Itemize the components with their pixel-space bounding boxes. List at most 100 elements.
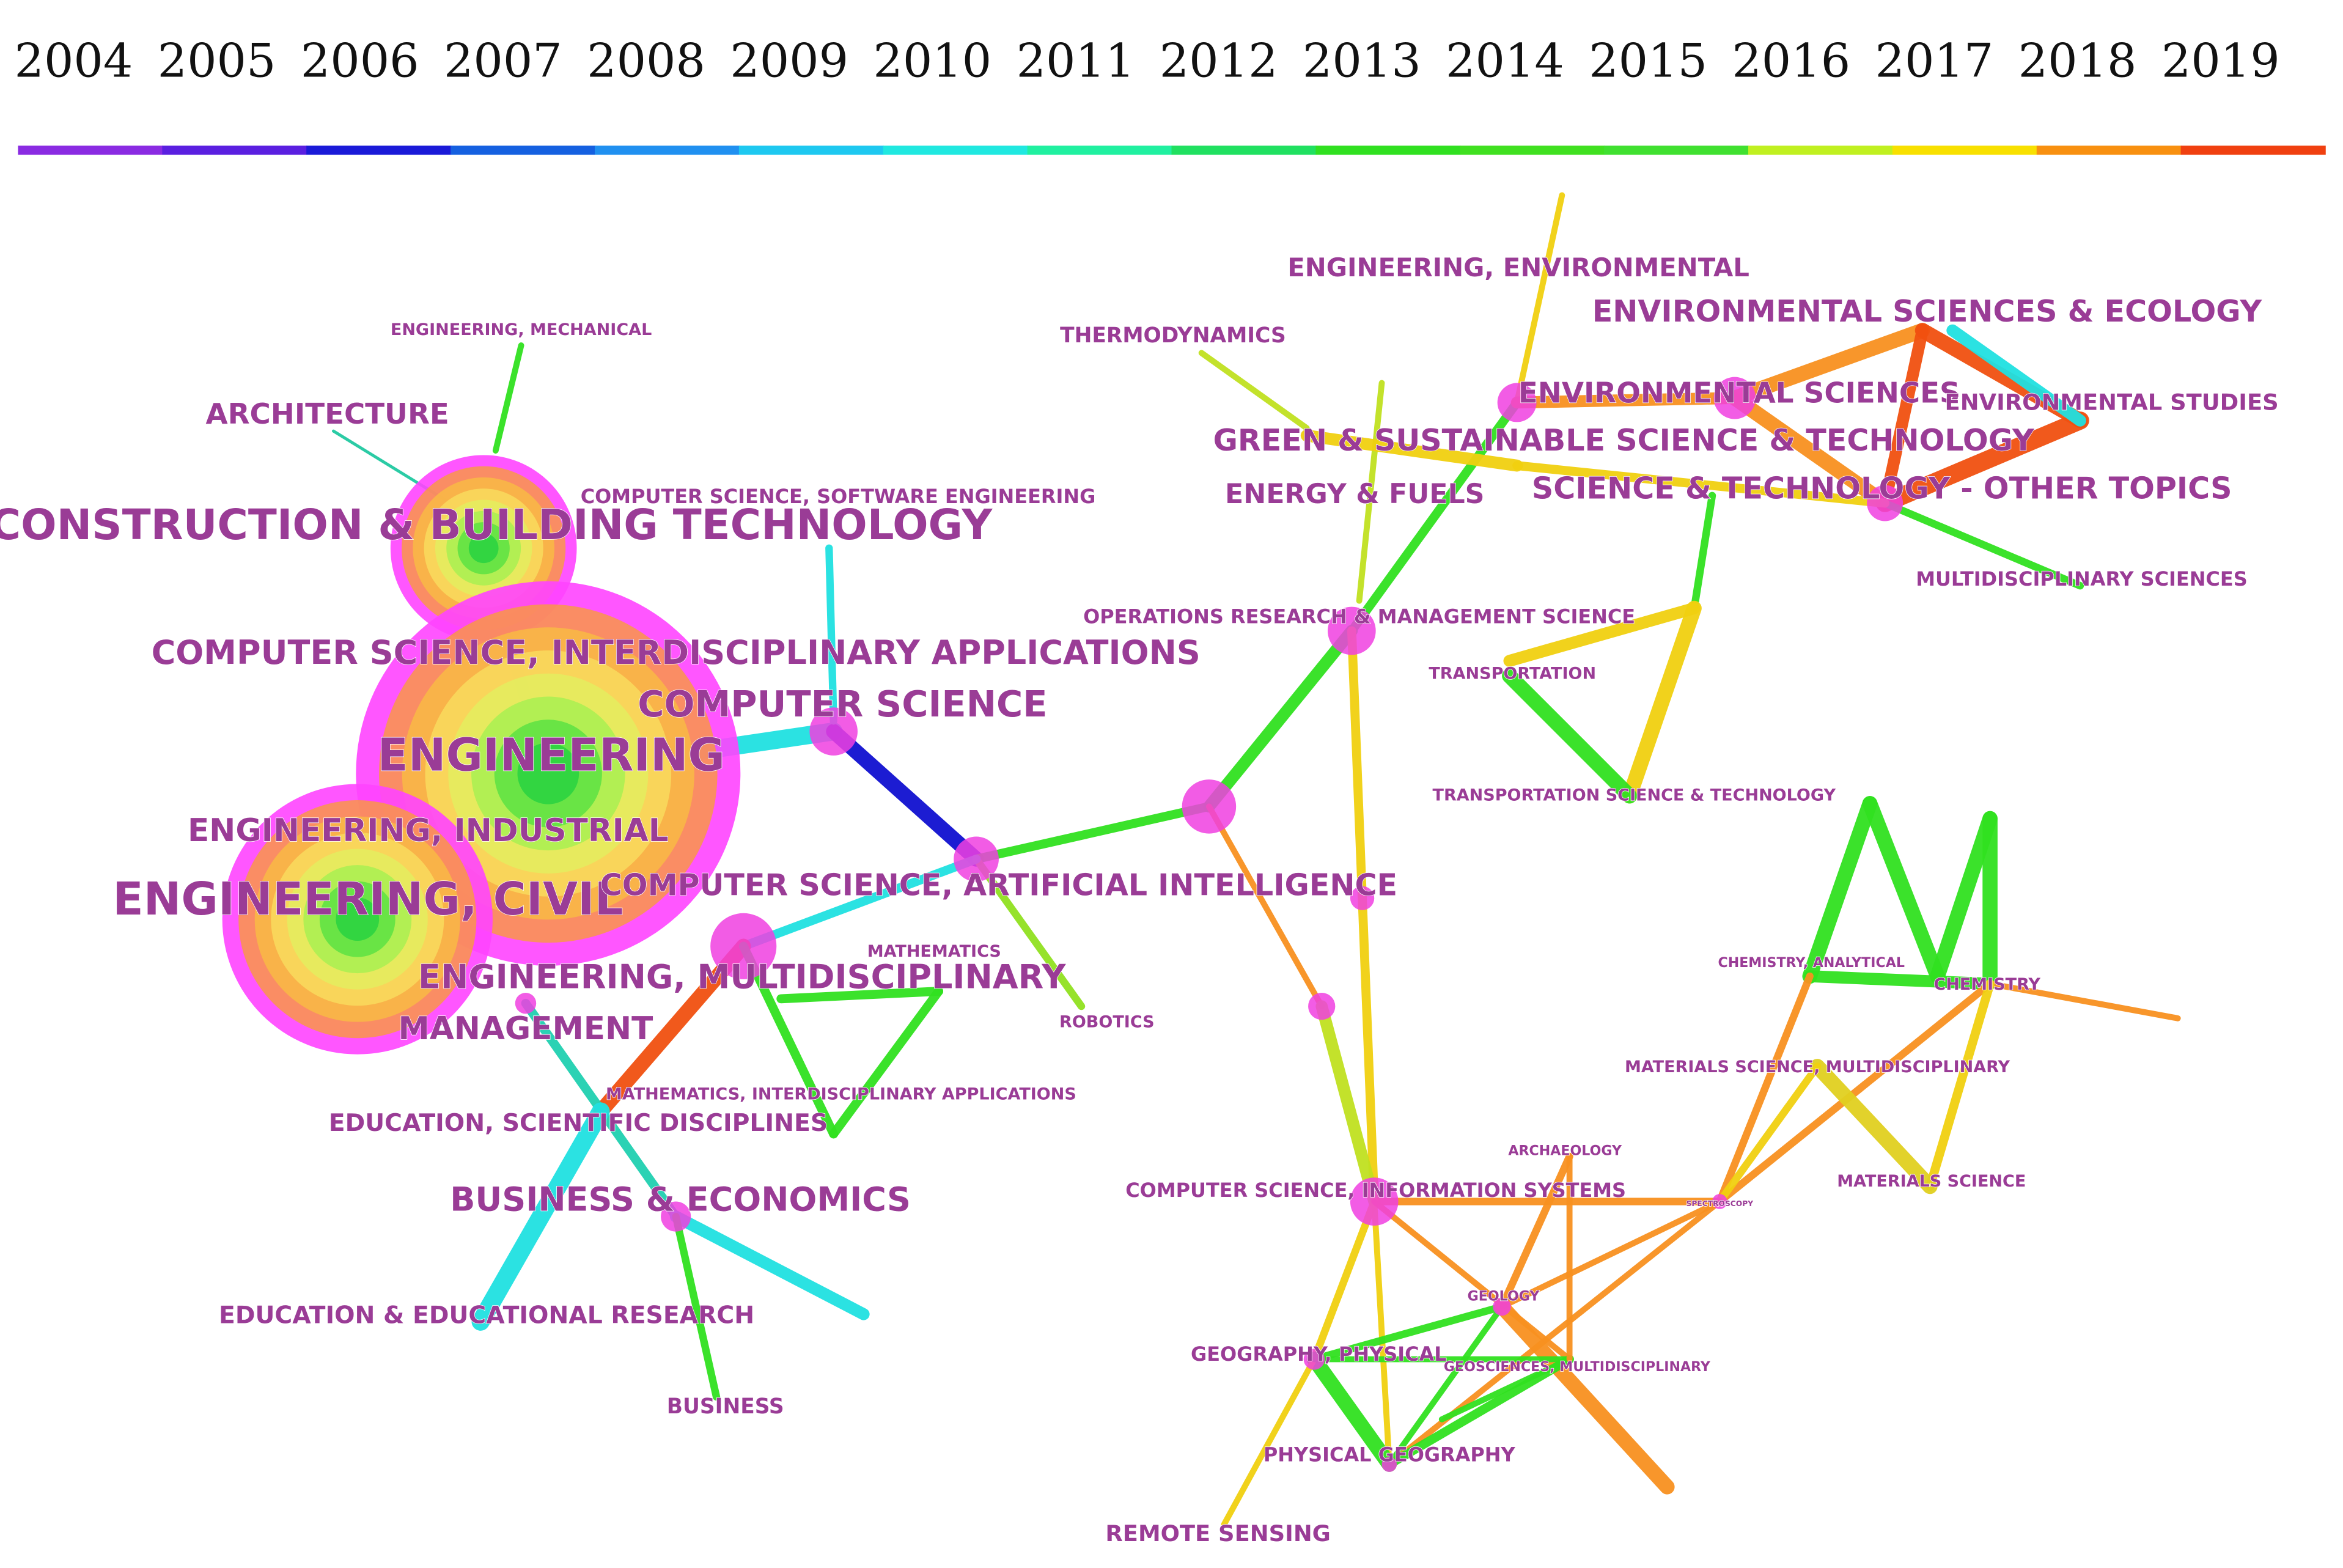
node-circles	[222, 377, 1903, 1472]
node	[1381, 1457, 1397, 1472]
node-label: SCIENCE & TECHNOLOGY - OTHER TOPICS	[1532, 471, 2232, 506]
edge	[1809, 1059, 1938, 1194]
node-label: COMPUTER SCIENCE, ARTIFICIAL INTELLIGENC…	[600, 867, 1397, 902]
edge	[1512, 461, 1889, 508]
edge	[1371, 1198, 1573, 1363]
edge	[1510, 392, 1741, 409]
edge	[829, 987, 944, 1139]
edge	[1690, 491, 1716, 613]
edge	[1386, 1198, 1723, 1468]
edge	[1310, 1198, 1378, 1363]
node-ring	[468, 533, 499, 564]
edge	[1987, 981, 2181, 1021]
node-label: ENERGY & FUELS	[1225, 479, 1485, 510]
year-color	[1604, 145, 1749, 155]
edge	[1881, 499, 2084, 590]
year-label: 2019	[2161, 33, 2280, 87]
edge	[1498, 1152, 1573, 1311]
node	[1497, 383, 1537, 422]
node-label: EDUCATION & EDUCATIONAL RESEARCH	[219, 1302, 754, 1330]
node-label: COMPUTER SCIENCE, INTERDISCIPLINARY APPL…	[152, 633, 1201, 672]
edge	[1802, 796, 1878, 984]
year-label: 2012	[1160, 33, 1278, 87]
year-label: 2017	[1875, 33, 1994, 87]
edge	[1356, 380, 1385, 604]
edge	[1347, 626, 1379, 1206]
edge	[738, 854, 981, 951]
node-label: CHEMISTRY, ANALYTICAL	[1718, 955, 1904, 971]
node-label: MULTIDISCIPLINARY SCIENCES	[1916, 567, 2248, 591]
year-label: 2010	[873, 33, 991, 87]
node-label: ENVIRONMENTAL SCIENCES	[1518, 377, 1960, 410]
node-label: THERMODYNAMICS	[1060, 323, 1286, 348]
year-color	[883, 145, 1028, 155]
node-label: TRANSPORTATION SCIENCE & TECHNOLOGY	[1433, 786, 1836, 805]
node-label: MANAGEMENT	[399, 1010, 653, 1047]
node	[1182, 779, 1237, 834]
node-label: ENVIRONMENTAL SCIENCES & ECOLOGY	[1592, 293, 2263, 329]
year-label: 2015	[1589, 33, 1707, 87]
year-color	[1748, 145, 1894, 155]
edge	[1503, 602, 1701, 667]
year-color	[1027, 145, 1172, 155]
edge	[1727, 390, 1892, 511]
year-color	[18, 145, 163, 155]
edge	[1371, 1198, 1392, 1468]
year-color	[2180, 145, 2326, 155]
edge	[1925, 979, 1995, 1191]
node-ring	[517, 742, 579, 804]
edge	[825, 544, 837, 725]
year-label: 2016	[1732, 33, 1850, 87]
node-label: COMPUTER SCIENCE, INFORMATION SYSTEMS	[1125, 1179, 1626, 1202]
node-label: BUSINESS	[667, 1394, 784, 1419]
node-label: ARCHAEOLOGY	[1508, 1143, 1622, 1158]
node-label: COMPUTER SCIENCE, SOFTWARE ENGINEERING	[581, 485, 1096, 508]
node-label: GEOGRAPHY, PHYSICAL	[1191, 1342, 1447, 1366]
node-label: GEOSCIENCES, MULTIDISCIPLINARY	[1444, 1359, 1711, 1375]
year-label: 2009	[730, 33, 848, 87]
year-label: 2011	[1017, 33, 1135, 87]
edge	[1385, 1355, 1574, 1469]
node-label: OPERATIONS RESEARCH & MANAGEMENT SCIENCE	[1083, 605, 1635, 628]
year-color	[162, 145, 307, 155]
node-label: MATHEMATICS	[867, 942, 1001, 961]
edge	[1514, 192, 1565, 406]
edge	[492, 342, 524, 454]
year-label: 2007	[444, 33, 562, 87]
node	[1350, 886, 1375, 910]
edge	[1203, 625, 1358, 813]
timeline-bar: 2004 2005 2006 2007 2008 2009 2010 2011 2012 2013…	[14, 33, 2326, 155]
node-label: TRANSPORTATION	[1429, 664, 1596, 683]
node-label: ENGINEERING, ENVIRONMENTAL	[1287, 252, 1749, 282]
node-label: GEOLOGY	[1468, 1289, 1540, 1305]
node	[515, 993, 537, 1014]
year-label: 2008	[587, 33, 705, 87]
node	[954, 836, 999, 882]
year-label: 2013	[1303, 33, 1421, 87]
year-label: 2018	[2018, 33, 2137, 87]
node-label: MATHEMATICS, INTERDISCIPLINARY APPLICATI…	[606, 1084, 1076, 1103]
node-label: MATERIALS SCIENCE	[1837, 1172, 2026, 1191]
node-label: BUSINESS & ECONOMICS	[450, 1180, 911, 1218]
edge	[471, 1102, 610, 1331]
edge	[1386, 1303, 1505, 1468]
edge	[1306, 1352, 1397, 1472]
edge	[1875, 411, 2089, 512]
edge	[1310, 1303, 1506, 1363]
node	[1303, 1349, 1325, 1370]
edge	[971, 801, 1214, 864]
node-label: ENGINEERING, MECHANICAL	[391, 320, 652, 339]
node-label: CHEMISTRY	[1933, 975, 2040, 994]
node-label: PHYSICAL GEOGRAPHY	[1263, 1443, 1516, 1467]
node-label: GREEN & SUSTAINABLE SCIENCE & TECHNOLOGY	[1213, 422, 2035, 458]
edge	[776, 987, 944, 1004]
node	[1308, 993, 1336, 1020]
edge	[1622, 600, 1702, 804]
node	[1493, 1297, 1511, 1316]
year-color	[1171, 145, 1317, 155]
year-color	[1892, 145, 2037, 155]
year-label: 2006	[301, 33, 419, 87]
edge	[1502, 668, 1638, 804]
edge	[669, 1210, 870, 1320]
